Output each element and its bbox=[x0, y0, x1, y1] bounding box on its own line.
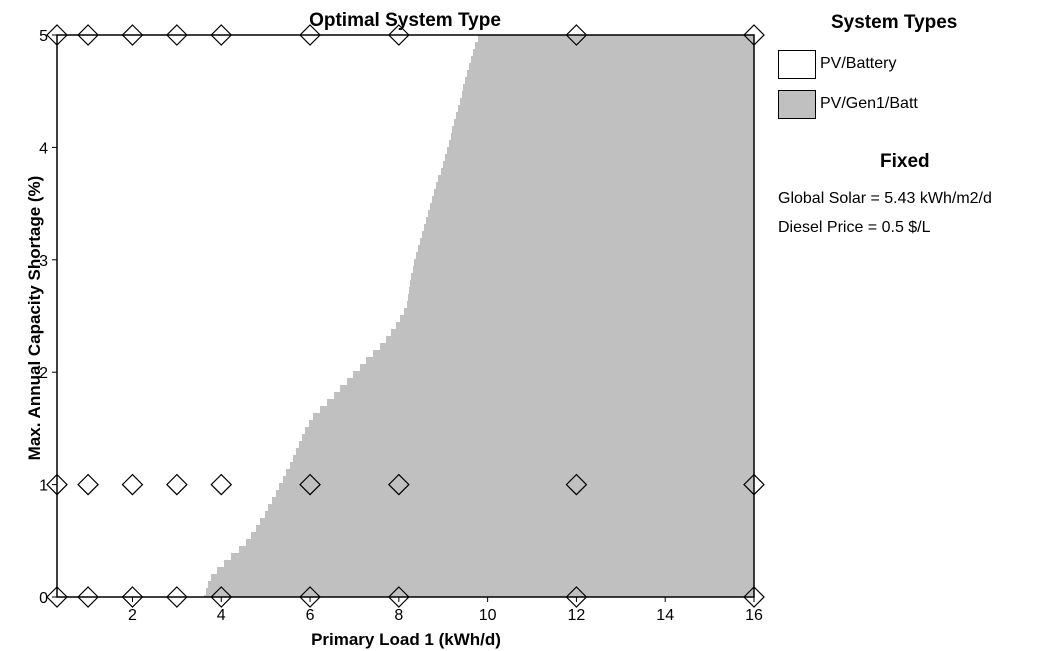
region-pv-gen1-batt bbox=[204, 35, 754, 597]
fixed-diesel-price: Diesel Price = 0.5 $/L bbox=[778, 219, 931, 236]
legend-item-pv-battery: PV/Battery bbox=[778, 48, 896, 80]
x-tick-label-4: 4 bbox=[217, 607, 226, 624]
sensitivity-marker-4-1 bbox=[210, 473, 233, 496]
sensitivity-marker-3-0 bbox=[166, 586, 188, 608]
sensitivity-marker-2-0 bbox=[121, 586, 144, 608]
fixed-global-solar: Global Solar = 5.43 kWh/m2/d bbox=[778, 190, 992, 207]
sensitivity-marker-7-1 bbox=[565, 473, 588, 496]
y-axis-title: Max. Annual Capacity Shortage (%) bbox=[25, 176, 44, 461]
legend-swatch-pv-gen1-batt bbox=[778, 89, 816, 119]
chart-title: Optimal System Type bbox=[309, 10, 501, 31]
sensitivity-marker-1-2 bbox=[77, 24, 99, 46]
sensitivity-marker-4-0 bbox=[210, 586, 233, 608]
sensitivity-marker-0-0 bbox=[46, 586, 68, 608]
x-tick-label-10: 10 bbox=[479, 607, 497, 624]
x-tick-label-8: 8 bbox=[394, 607, 403, 624]
sensitivity-marker-2-2 bbox=[121, 24, 144, 46]
sensitivity-marker-1-0 bbox=[77, 586, 99, 608]
sensitivity-marker-5-2 bbox=[299, 24, 321, 46]
legend-label-pv-battery: PV/Battery bbox=[820, 55, 897, 72]
plot-frame bbox=[56, 34, 755, 598]
x-tick-label-14: 14 bbox=[656, 607, 674, 624]
x-tick-label-2: 2 bbox=[128, 607, 137, 624]
sensitivity-marker-5-0 bbox=[299, 586, 321, 608]
legend-title: System Types bbox=[831, 12, 958, 33]
sensitivity-marker-3-1 bbox=[166, 473, 188, 496]
sensitivity-marker-7-0 bbox=[565, 586, 588, 608]
legend-item-pv-gen1-batt: PV/Gen1/Batt bbox=[778, 88, 918, 120]
sensitivity-marker-5-1 bbox=[299, 473, 321, 496]
sensitivity-marker-4-2 bbox=[210, 24, 233, 46]
y-tick-label-0: 0 bbox=[39, 590, 48, 607]
sensitivity-marker-8-0 bbox=[743, 586, 765, 608]
legend-swatch-pv-battery bbox=[778, 49, 816, 79]
sensitivity-marker-3-2 bbox=[166, 24, 188, 46]
sensitivity-marker-6-0 bbox=[387, 586, 410, 608]
sensitivity-marker-7-2 bbox=[565, 24, 588, 46]
fixed-title: Fixed bbox=[880, 151, 930, 172]
x-axis-title: Primary Load 1 (kWh/d) bbox=[311, 630, 501, 649]
x-tick-label-12: 12 bbox=[568, 607, 586, 624]
sensitivity-marker-2-1 bbox=[121, 473, 144, 496]
x-tick-label-6: 6 bbox=[306, 607, 315, 624]
sensitivity-marker-1-1 bbox=[77, 473, 99, 496]
sensitivity-marker-6-1 bbox=[387, 473, 410, 496]
y-tick-label-5: 5 bbox=[39, 28, 48, 45]
y-tick-label-2: 2 bbox=[39, 365, 48, 382]
x-tick-label-16: 16 bbox=[745, 607, 763, 624]
y-tick-label-4: 4 bbox=[39, 140, 48, 157]
sensitivity-marker-6-2 bbox=[387, 24, 410, 46]
y-tick-label-1: 1 bbox=[39, 478, 48, 495]
y-tick-label-3: 3 bbox=[39, 253, 48, 270]
legend-label-pv-gen1-batt: PV/Gen1/Batt bbox=[820, 95, 918, 112]
